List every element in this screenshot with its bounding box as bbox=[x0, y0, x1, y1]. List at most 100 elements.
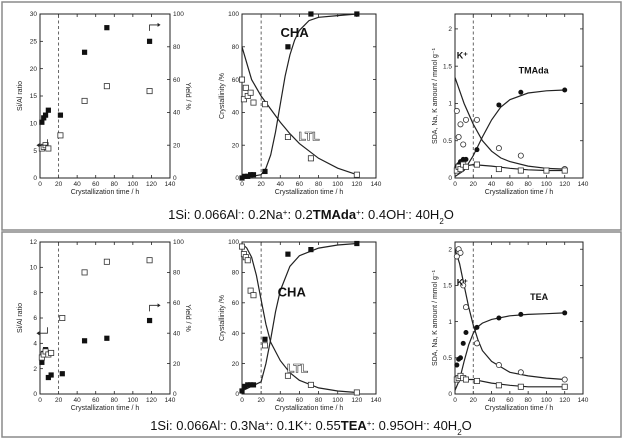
x-tick-label: 100 bbox=[332, 181, 343, 188]
data-point bbox=[307, 381, 314, 388]
x-tick-label: 40 bbox=[74, 397, 82, 404]
series-filled-square bbox=[39, 317, 153, 381]
series-label: K⁺ bbox=[457, 277, 468, 287]
data-point bbox=[250, 172, 257, 178]
x-axis-label: Crystallization time / h bbox=[485, 405, 554, 412]
series-line bbox=[241, 243, 357, 394]
x-tick-label: 120 bbox=[146, 181, 157, 188]
caption-part: - bbox=[238, 208, 241, 217]
data-point bbox=[517, 383, 524, 390]
y2-tick-label: 60 bbox=[173, 300, 181, 307]
y-tick-label: 2 bbox=[448, 246, 452, 253]
x-tick-label: 120 bbox=[559, 181, 570, 188]
y-tick-label: 15 bbox=[30, 93, 38, 100]
x-axis-label: Crystallization time / h bbox=[485, 189, 554, 196]
data-point bbox=[146, 88, 153, 95]
data-point bbox=[496, 315, 502, 321]
axis-arrow bbox=[39, 139, 48, 146]
data-point bbox=[103, 258, 110, 265]
y2-axis-label: Yield / % bbox=[184, 304, 191, 331]
y-tick-label: 100 bbox=[228, 239, 239, 246]
y-tick-label: 1.5 bbox=[443, 283, 452, 290]
data-point bbox=[462, 116, 469, 123]
series-label: LTL bbox=[287, 362, 308, 376]
caption-part: 1Si: 0.066Al bbox=[168, 207, 238, 222]
data-point bbox=[495, 145, 502, 152]
data-point bbox=[285, 251, 291, 257]
data-point bbox=[81, 269, 88, 276]
composition-caption-bottom: 1Si: 0.066Al-: 0.3Na+: 0.1K+: 0.55TEA+: … bbox=[150, 418, 472, 437]
data-point bbox=[462, 304, 469, 311]
x-tick-label: 140 bbox=[578, 397, 589, 404]
chart-a3: 0 20 40 60 80 100 120 140 0 0.5 1 1.5 2 Crystallizati… bbox=[432, 13, 589, 196]
x-tick-label: 20 bbox=[55, 397, 63, 404]
series-Na bbox=[453, 161, 568, 174]
y-tick-label: 20 bbox=[232, 361, 240, 368]
data-point bbox=[250, 382, 257, 388]
y2-axis-label: Yield / % bbox=[184, 82, 191, 109]
plot-area bbox=[454, 13, 584, 179]
y2-tick-label: 0 bbox=[173, 391, 177, 398]
axis-arrow-head bbox=[157, 22, 161, 27]
x-tick-label: 80 bbox=[525, 397, 533, 404]
data-point bbox=[261, 342, 268, 349]
caption-part: - bbox=[406, 208, 409, 217]
x-tick-label: 140 bbox=[165, 397, 176, 404]
caption-part: TMAda bbox=[313, 207, 357, 222]
x-tick-label: 60 bbox=[506, 397, 514, 404]
data-point bbox=[460, 340, 466, 346]
series-K bbox=[453, 77, 568, 173]
data-point bbox=[460, 141, 467, 148]
x-axis-label: Crystallization time / h bbox=[275, 189, 344, 196]
series-line bbox=[454, 89, 565, 178]
data-point bbox=[517, 369, 524, 376]
series-LTL bbox=[238, 46, 360, 178]
x-tick-label: 40 bbox=[488, 181, 496, 188]
x-tick-label: 120 bbox=[559, 397, 570, 404]
x-tick-label: 20 bbox=[258, 397, 266, 404]
caption-part: O bbox=[462, 418, 472, 433]
chart-b2: 0 20 40 60 80 100 120 140020406080100Crystalliz… bbox=[219, 239, 382, 412]
data-point bbox=[495, 166, 502, 173]
series-open-square bbox=[38, 83, 153, 152]
data-point bbox=[457, 355, 463, 361]
data-point bbox=[518, 311, 524, 317]
caption-part: + bbox=[356, 208, 361, 217]
chart-b1: 0 20 40 60 80 100 120 140024681012020406080100C… bbox=[17, 239, 191, 412]
y-tick-label: 100 bbox=[228, 11, 239, 18]
data-point bbox=[518, 89, 524, 95]
x-tick-label: 100 bbox=[127, 181, 138, 188]
caption-part: : 0.95OH bbox=[371, 418, 423, 433]
x-tick-label: 80 bbox=[525, 181, 533, 188]
series-label: TEA bbox=[530, 292, 549, 302]
data-point bbox=[473, 116, 480, 123]
x-tick-label: 120 bbox=[351, 181, 362, 188]
x-tick-label: 140 bbox=[371, 181, 382, 188]
data-point bbox=[462, 376, 469, 383]
data-point bbox=[562, 87, 568, 93]
data-point bbox=[262, 168, 268, 175]
y-tick-label: 1.5 bbox=[443, 63, 452, 70]
data-point bbox=[244, 257, 251, 264]
data-point bbox=[242, 383, 248, 389]
x-tick-label: 0 bbox=[453, 397, 457, 404]
y-tick-label: 30 bbox=[30, 11, 38, 18]
charts-layer: 0 20 40 60 80 100 120 1400510152025300204060801… bbox=[17, 11, 589, 412]
data-point bbox=[57, 132, 64, 139]
axis-arrow-head bbox=[36, 143, 40, 148]
y-tick-label: 25 bbox=[30, 39, 38, 46]
y2-tick-label: 0 bbox=[173, 175, 177, 182]
data-point bbox=[454, 362, 460, 368]
y-tick-label: 6 bbox=[33, 315, 37, 322]
data-point bbox=[59, 314, 66, 321]
caption-part: + bbox=[367, 419, 372, 428]
data-point bbox=[460, 282, 467, 289]
x-tick-label: 60 bbox=[92, 397, 100, 404]
data-point bbox=[45, 374, 51, 381]
caption-part: - bbox=[423, 419, 426, 428]
y-axis-label: Si/Al ratio bbox=[17, 303, 24, 333]
x-tick-label: 0 bbox=[453, 181, 457, 188]
y-tick-label: 40 bbox=[232, 110, 240, 117]
data-point bbox=[474, 324, 480, 330]
y-tick-label: 1 bbox=[448, 319, 452, 326]
